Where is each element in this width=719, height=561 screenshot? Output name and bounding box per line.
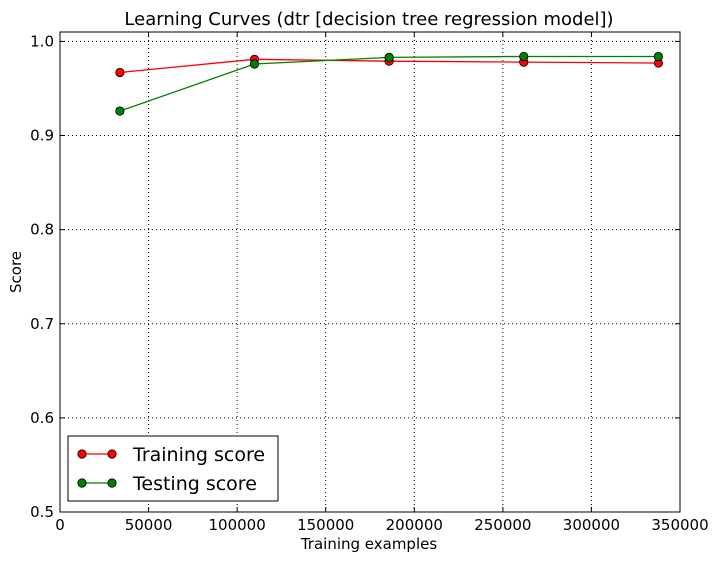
x-axis-label: Training examples (300, 535, 438, 553)
testing-score-point (384, 52, 394, 63)
x-tick-label: 350000 (651, 516, 708, 534)
y-tick-label: 0.6 (30, 409, 54, 427)
y-axis-label: Score (7, 251, 25, 293)
legend-marker-testing-score (107, 478, 117, 488)
axes-layer (59, 31, 681, 513)
x-tick-label: 50000 (125, 516, 173, 534)
y-tick-label: 1.0 (30, 32, 54, 50)
legend-marker-training-score (107, 449, 117, 459)
testing-score-point (115, 106, 125, 116)
legend-marker-testing-score (77, 478, 87, 488)
ticks-layer: 0 50000 100000 150000 200000 250000 300000 3500… (30, 32, 709, 534)
chart-title: Learning Curves (dtr [decision tree regr… (124, 9, 613, 30)
x-tick-label: 100000 (209, 516, 266, 534)
x-tick-label: 250000 (474, 516, 531, 534)
testing-score-point (653, 51, 663, 62)
legend-marker-training-score (77, 449, 87, 459)
y-tick-label: 0.8 (30, 221, 54, 239)
series-layer (115, 51, 663, 116)
legend-label-testing-score: Testing score (132, 473, 257, 495)
legend-box (67, 435, 279, 502)
testing-score-point (519, 51, 529, 62)
y-tick-label: 0.5 (30, 503, 54, 521)
y-tick-label: 0.9 (30, 127, 54, 145)
testing-score-point (249, 59, 260, 69)
x-tick-label: 0 (55, 516, 65, 534)
x-tick-label: 300000 (563, 516, 620, 534)
y-tick-label: 0.7 (30, 315, 54, 333)
legend: Training score Testing score (67, 435, 279, 502)
legend-label-training-score: Training score (132, 444, 265, 466)
plot-frame (59, 31, 681, 513)
x-tick-label: 200000 (386, 516, 443, 534)
training-score-point (115, 67, 125, 78)
x-tick-label: 150000 (297, 516, 354, 534)
